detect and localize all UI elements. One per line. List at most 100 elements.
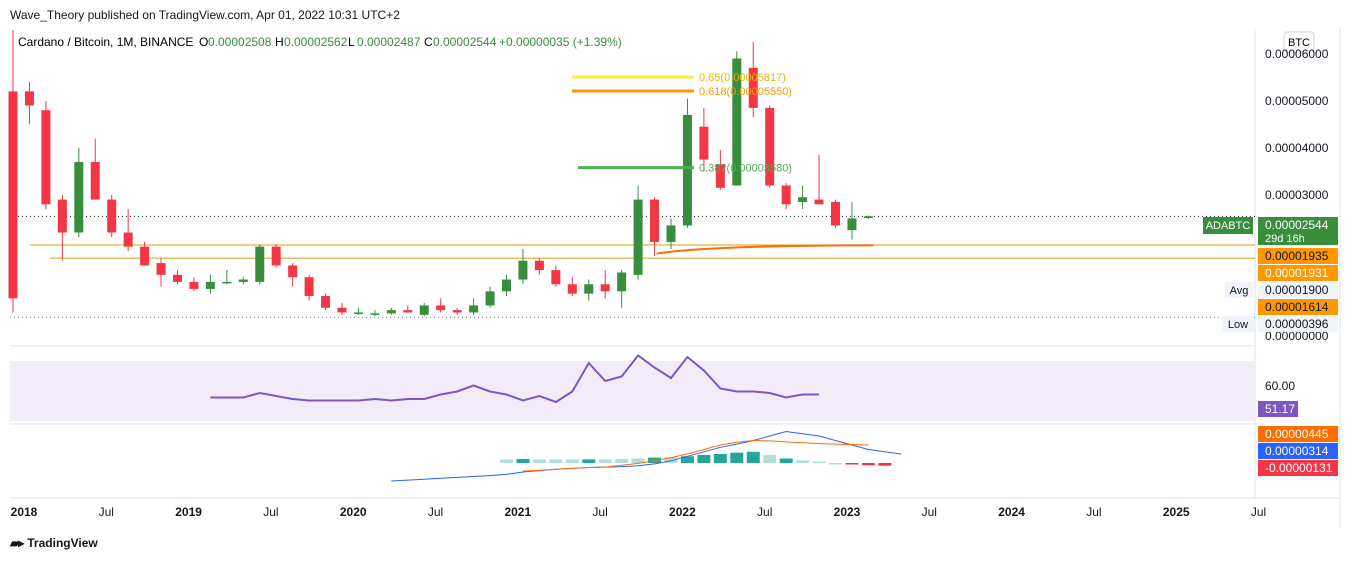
candle-body — [156, 263, 166, 275]
candle[interactable] — [123, 208, 133, 252]
legend-ohlc: O 0.00002508 H 0.00002562 L 0.00002487 C… — [199, 35, 622, 49]
ticker-name: ADABTC — [1206, 220, 1251, 232]
time-tick-label: Jul — [99, 505, 114, 519]
macd-line-value: 0.00000314 — [1265, 444, 1329, 458]
candle[interactable] — [699, 107, 709, 172]
candle[interactable] — [715, 150, 725, 191]
candle-body — [469, 305, 479, 313]
candle-body — [8, 91, 18, 299]
avg-price: 0.00001900 — [1265, 283, 1329, 297]
candle[interactable] — [863, 215, 873, 220]
candle[interactable] — [682, 98, 692, 228]
candle[interactable] — [534, 258, 544, 275]
candle-body — [814, 199, 824, 205]
macd-histogram-bar — [664, 457, 678, 463]
candle[interactable] — [288, 263, 298, 287]
currency-button-bg[interactable] — [1283, 31, 1315, 53]
candle[interactable] — [518, 248, 528, 285]
candle[interactable] — [189, 277, 199, 292]
candle[interactable] — [304, 274, 314, 301]
candle[interactable] — [222, 270, 232, 285]
chart-svg[interactable]: Cardano / Bitcoin, 1M, BINANCE O 0.00002… — [0, 28, 1354, 528]
currency-button[interactable]: BTC — [1288, 37, 1310, 49]
candle[interactable] — [600, 270, 610, 299]
candle[interactable] — [502, 274, 511, 297]
candle[interactable] — [847, 201, 857, 240]
candle-body — [485, 291, 495, 306]
candle[interactable] — [666, 218, 676, 249]
candle[interactable] — [551, 265, 561, 287]
candle[interactable] — [255, 244, 265, 285]
candle[interactable] — [436, 298, 446, 313]
candle[interactable] — [732, 51, 742, 186]
candle[interactable] — [156, 258, 166, 287]
candle[interactable] — [140, 241, 150, 266]
candle[interactable] — [814, 154, 824, 205]
support-1-price: 0.00001935 — [1265, 249, 1329, 263]
candle-body — [173, 274, 182, 282]
candle-body — [518, 260, 528, 280]
candle[interactable] — [107, 194, 117, 238]
publisher-line: Wave_Theory published on TradingView.com… — [10, 8, 400, 22]
candle[interactable] — [173, 270, 182, 285]
candle-body — [370, 313, 380, 315]
candle[interactable] — [781, 183, 791, 209]
candle-body — [304, 277, 314, 297]
candle[interactable] — [24, 81, 34, 125]
candle-body — [386, 310, 396, 314]
candle[interactable] — [57, 194, 67, 261]
candle[interactable] — [748, 42, 758, 118]
candle-body — [74, 161, 84, 233]
candle[interactable] — [337, 303, 347, 315]
candle[interactable] — [8, 30, 18, 313]
candle-body — [502, 279, 511, 292]
candle[interactable] — [353, 307, 363, 315]
candle[interactable] — [238, 277, 248, 285]
candle[interactable] — [485, 286, 495, 308]
macd-histogram-bar — [730, 452, 744, 463]
candle[interactable] — [90, 138, 100, 200]
footer-brand[interactable]: ▰▸ TradingView — [10, 536, 98, 550]
chart-container[interactable]: Cardano / Bitcoin, 1M, BINANCE O 0.00002… — [0, 28, 1354, 528]
candle[interactable] — [74, 147, 84, 238]
candle-body — [633, 199, 643, 275]
macd-line — [391, 430, 902, 482]
candle[interactable] — [452, 307, 462, 315]
candle-body — [847, 218, 857, 231]
macd-histogram-bar — [500, 459, 513, 463]
candle[interactable] — [765, 105, 775, 188]
candle[interactable] — [271, 244, 281, 268]
candle-body — [798, 197, 808, 202]
candle[interactable] — [41, 100, 51, 209]
candle-body — [90, 161, 100, 200]
candle[interactable] — [370, 310, 380, 317]
candle[interactable] — [469, 298, 479, 315]
macd-line-tag — [1258, 443, 1338, 459]
candle[interactable] — [831, 199, 840, 228]
candle-body — [666, 225, 676, 242]
candle[interactable] — [205, 274, 215, 294]
candle-body — [222, 281, 232, 284]
candle[interactable] — [386, 307, 396, 315]
candles-group[interactable] — [8, 30, 873, 317]
macd-histogram-bar — [812, 461, 826, 464]
candle[interactable] — [650, 197, 660, 257]
candle[interactable] — [321, 293, 331, 311]
candle-body — [732, 58, 742, 186]
candle[interactable] — [798, 185, 808, 209]
candle[interactable] — [567, 277, 577, 297]
candle[interactable] — [617, 270, 627, 308]
time-tick-label: 2019 — [175, 505, 202, 519]
candle-body — [271, 246, 281, 266]
candle-body — [255, 246, 265, 282]
candle-body — [403, 310, 413, 313]
candle[interactable] — [633, 185, 643, 280]
candle[interactable] — [419, 303, 429, 317]
candle[interactable] — [403, 305, 413, 313]
candle-body — [748, 67, 758, 108]
candle[interactable] — [584, 279, 594, 301]
candle-body — [765, 107, 775, 186]
avg-price-tag — [1258, 282, 1338, 298]
macd-histogram-bar — [615, 458, 629, 463]
macd-signal-value: -0.00000131 — [1265, 461, 1333, 475]
